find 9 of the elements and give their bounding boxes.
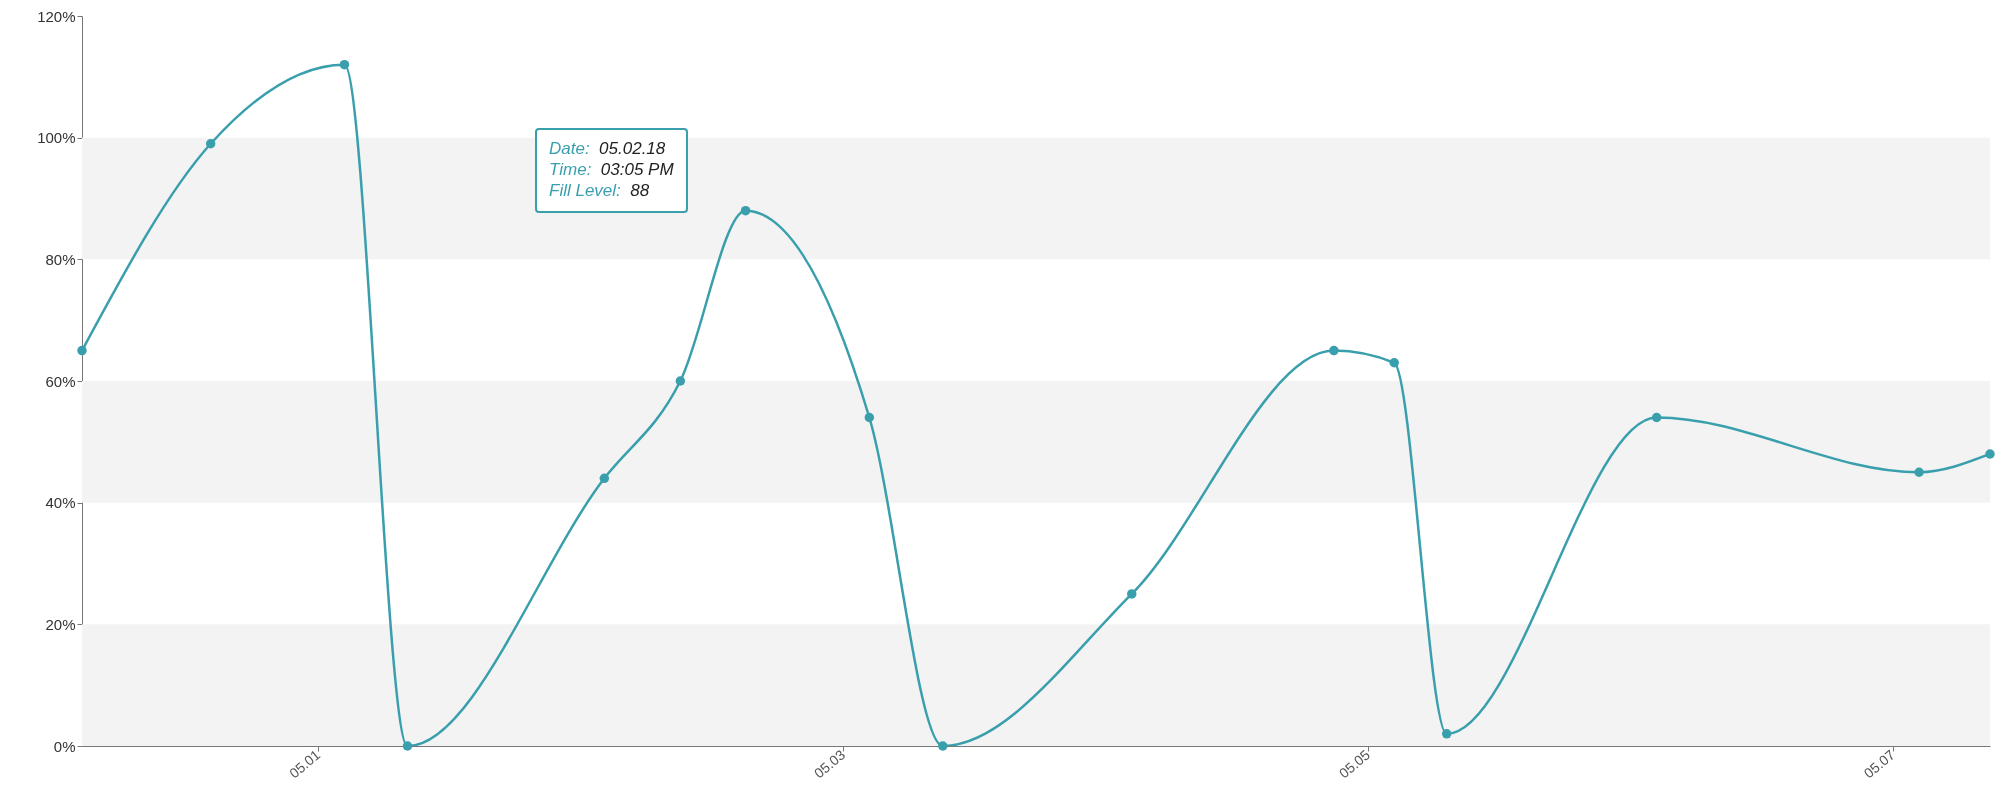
y-tick-label: 0% — [53, 737, 76, 755]
y-tick-label: 40% — [45, 494, 76, 512]
y-tick-label: 80% — [45, 250, 76, 268]
y-tick-label: 60% — [45, 372, 76, 390]
annotation: Date: 05.02.18 Time: 03:05 PM Fill Level: 88 — [549, 139, 674, 200]
tooltip-box: Date: 05.02.18 Time: 03:05 PM Fill Level: 88 — [535, 128, 688, 213]
y-tick-label: 100% — [37, 129, 76, 147]
y-tick-label: 20% — [45, 615, 76, 633]
y-tick-label: 120% — [37, 7, 76, 25]
